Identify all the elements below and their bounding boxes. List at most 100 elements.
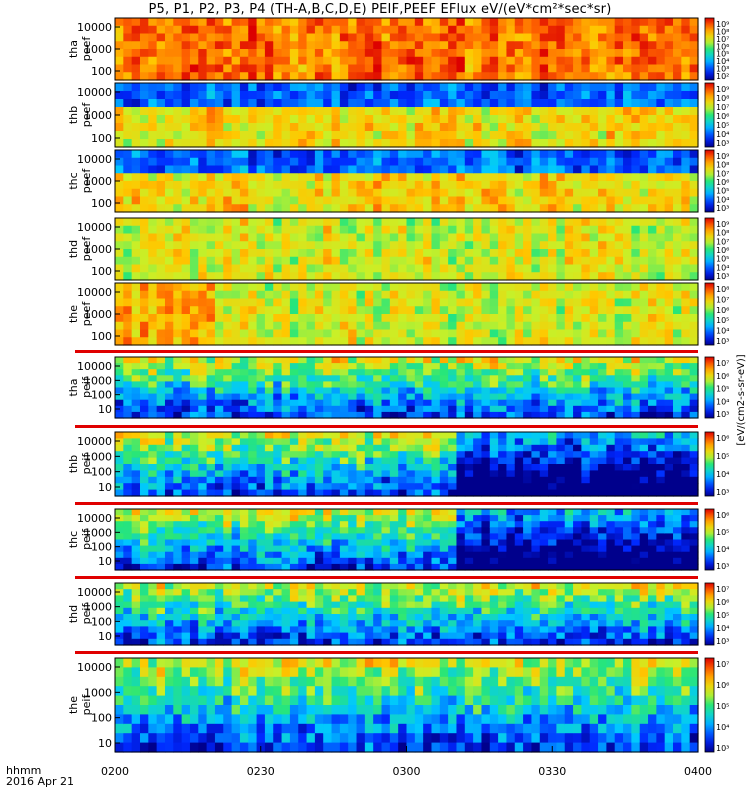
panel-2-cell — [139, 204, 149, 213]
panel-0-cell — [506, 25, 516, 35]
panel-5-cell — [173, 387, 183, 395]
panel-0-cell — [406, 41, 416, 50]
panel-1-cell — [356, 115, 366, 124]
panel-5-separator-strip — [75, 350, 698, 353]
panel-5-cell — [131, 357, 141, 364]
panel-5-cell — [473, 387, 483, 395]
panel-6-cell — [489, 483, 499, 491]
panel-1-cell — [139, 131, 149, 140]
panel-5-cell — [281, 357, 291, 364]
panel-1-cell — [489, 115, 499, 124]
panel-5-cell — [164, 399, 174, 407]
panel-0-cell — [398, 56, 408, 66]
panel-6-cell — [598, 470, 607, 478]
panel-2-cell — [389, 204, 399, 213]
panel-2-cell — [306, 150, 316, 159]
panel-0-cell — [598, 64, 607, 73]
panel-0-cell — [231, 64, 241, 73]
panel-6-cell — [423, 489, 433, 497]
panel-2-cell — [356, 181, 366, 190]
panel-6-cell — [389, 470, 399, 478]
panel-4-cell — [298, 283, 308, 292]
panel-7-cell — [548, 515, 558, 522]
panel-5-cell — [306, 375, 316, 382]
panel-3-colorbar-tick: 10⁶ — [716, 246, 729, 255]
panel-2-cell — [206, 157, 216, 167]
panel-6-cell — [664, 483, 674, 491]
panel-5-cell — [239, 363, 249, 370]
panel-5-cell — [606, 375, 616, 382]
panel-0-cell — [356, 41, 366, 50]
panel-2-cell — [448, 196, 458, 205]
panel-1-cell — [306, 91, 316, 100]
panel-6-cell — [581, 432, 591, 439]
panel-6-cell — [681, 444, 691, 452]
panel-6-cell — [115, 451, 124, 459]
panel-3-cell — [123, 241, 133, 250]
panel-0-cell — [323, 41, 333, 50]
panel-1-cell — [198, 83, 208, 92]
panel-4-cell — [481, 306, 491, 315]
panel-3-cell — [414, 233, 424, 242]
panel-4-cell — [181, 306, 191, 315]
panel-7-cell — [598, 545, 607, 553]
panel-2-cell — [289, 157, 299, 167]
panel-3-cell — [331, 225, 341, 235]
panel-0-cell — [631, 72, 641, 81]
panel-0-colorbar-tick: 10⁵ — [716, 50, 729, 59]
panel-2-colorbar-tick: 10⁶ — [716, 178, 729, 187]
panel-3-cell — [173, 225, 183, 235]
panel-0-cell — [539, 64, 549, 73]
panel-5-cell — [239, 387, 249, 395]
panel-7-cell — [273, 509, 283, 516]
panel-0-cell — [314, 49, 324, 58]
panel-6-cell — [381, 489, 391, 497]
panel-4-cell — [264, 283, 274, 292]
panel-6-cell — [539, 464, 549, 471]
panel-7-cell — [356, 521, 366, 528]
panel-6-cell — [164, 444, 174, 452]
panel-7-cell — [548, 551, 558, 559]
panel-0-cell — [506, 33, 516, 42]
panel-0-cell — [314, 72, 324, 81]
panel-1-cell — [339, 131, 349, 140]
panel-0-cell — [648, 72, 657, 81]
panel-4-cell — [431, 329, 441, 338]
panel-3-cell — [656, 225, 666, 235]
panel-3-cell — [673, 256, 682, 266]
panel-7-cell — [164, 557, 174, 565]
panel-7-cell — [423, 545, 433, 553]
panel-7-cell — [156, 545, 166, 553]
panel-2-cell — [506, 196, 516, 205]
panel-1-cell — [456, 115, 466, 124]
panel-6-cell — [689, 470, 699, 478]
panel-7-cell — [656, 533, 666, 541]
panel-5-cell — [506, 375, 516, 382]
panel-1-cell — [473, 83, 483, 92]
panel-6-cell — [398, 489, 408, 497]
panel-6-cell — [148, 483, 158, 491]
panel-6-cell — [548, 451, 558, 459]
panel-3-cell — [473, 218, 483, 227]
panel-1-cell — [414, 99, 424, 108]
panel-6-cell — [606, 483, 616, 491]
panel-1-cell — [164, 139, 174, 148]
panel-5-cell — [639, 393, 649, 401]
panel-5-cell — [198, 357, 208, 364]
panel-3-ytick-label: 10000 — [77, 221, 112, 234]
panel-1-cell — [389, 139, 399, 148]
panel-3-cell — [589, 249, 599, 258]
panel-5-cell — [656, 411, 666, 419]
panel-4-cell — [123, 298, 133, 307]
panel-3-cell — [206, 233, 216, 242]
panel-6-cell — [381, 444, 391, 452]
panel-5-cell — [256, 381, 266, 389]
panel-5-cell — [423, 375, 433, 382]
panel-0-cell — [448, 56, 458, 66]
panel-0-cell — [148, 56, 158, 66]
panel-2-cell — [431, 157, 441, 167]
panel-6-cell — [156, 464, 166, 471]
panel-3-cell — [256, 225, 266, 235]
panel-1-cell — [148, 115, 158, 124]
panel-7-cell — [431, 527, 441, 534]
